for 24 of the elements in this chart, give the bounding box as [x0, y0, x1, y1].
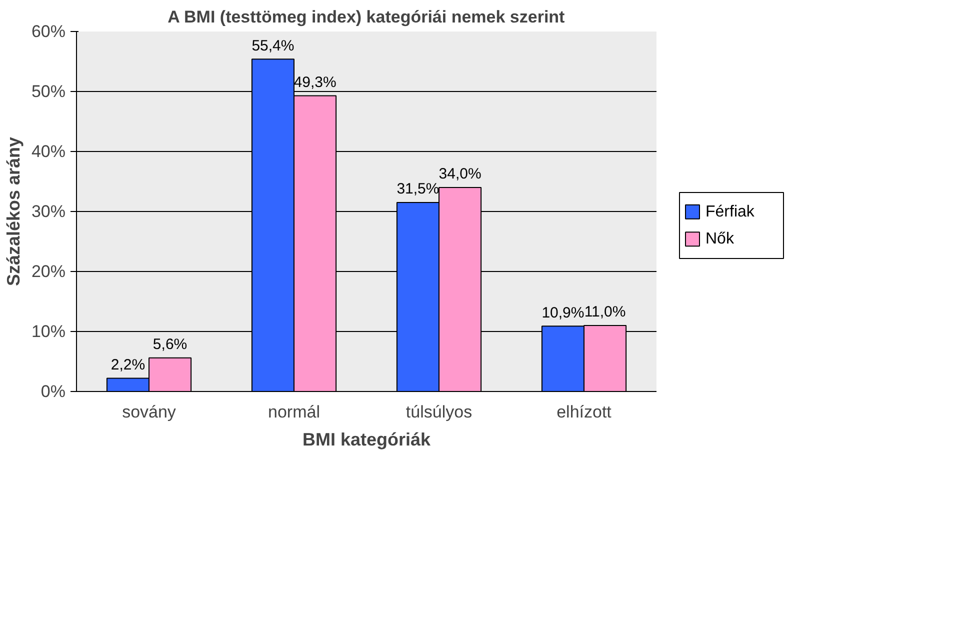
y-tick-label: 10% — [31, 322, 66, 341]
data-label: 34,0% — [438, 166, 482, 183]
data-label: 5,6% — [152, 336, 188, 354]
y-tick-label: 20% — [31, 262, 66, 281]
y-tick-label: 50% — [31, 82, 66, 101]
y-tick-label: 30% — [31, 202, 66, 221]
y-tick-label: 40% — [31, 142, 66, 161]
data-label: 49,3% — [294, 74, 336, 91]
chart-title: A BMI (testtömeg index) kategóriái nemek szerint — [168, 8, 566, 26]
y-tick-label: 60% — [31, 22, 66, 41]
legend-label: Férfiak — [706, 203, 756, 220]
data-label: 11,0% — [584, 304, 626, 321]
data-label: 31,5% — [396, 180, 440, 198]
x-tick-label: elhízott — [556, 402, 612, 422]
y-tick-label: 0% — [40, 382, 66, 401]
x-tick-label: sovány — [122, 402, 176, 422]
data-label: 55,4% — [252, 37, 294, 54]
x-axis-title: BMI kategóriák — [302, 430, 432, 450]
y-axis-title: Százalékos arány — [3, 136, 24, 286]
legend-label: Nők — [706, 230, 735, 248]
data-label: 2,2% — [110, 356, 146, 374]
x-tick-label: normál — [268, 402, 320, 422]
data-label: 10,9% — [542, 304, 584, 322]
x-tick-label: túlsúlyos — [406, 402, 472, 422]
